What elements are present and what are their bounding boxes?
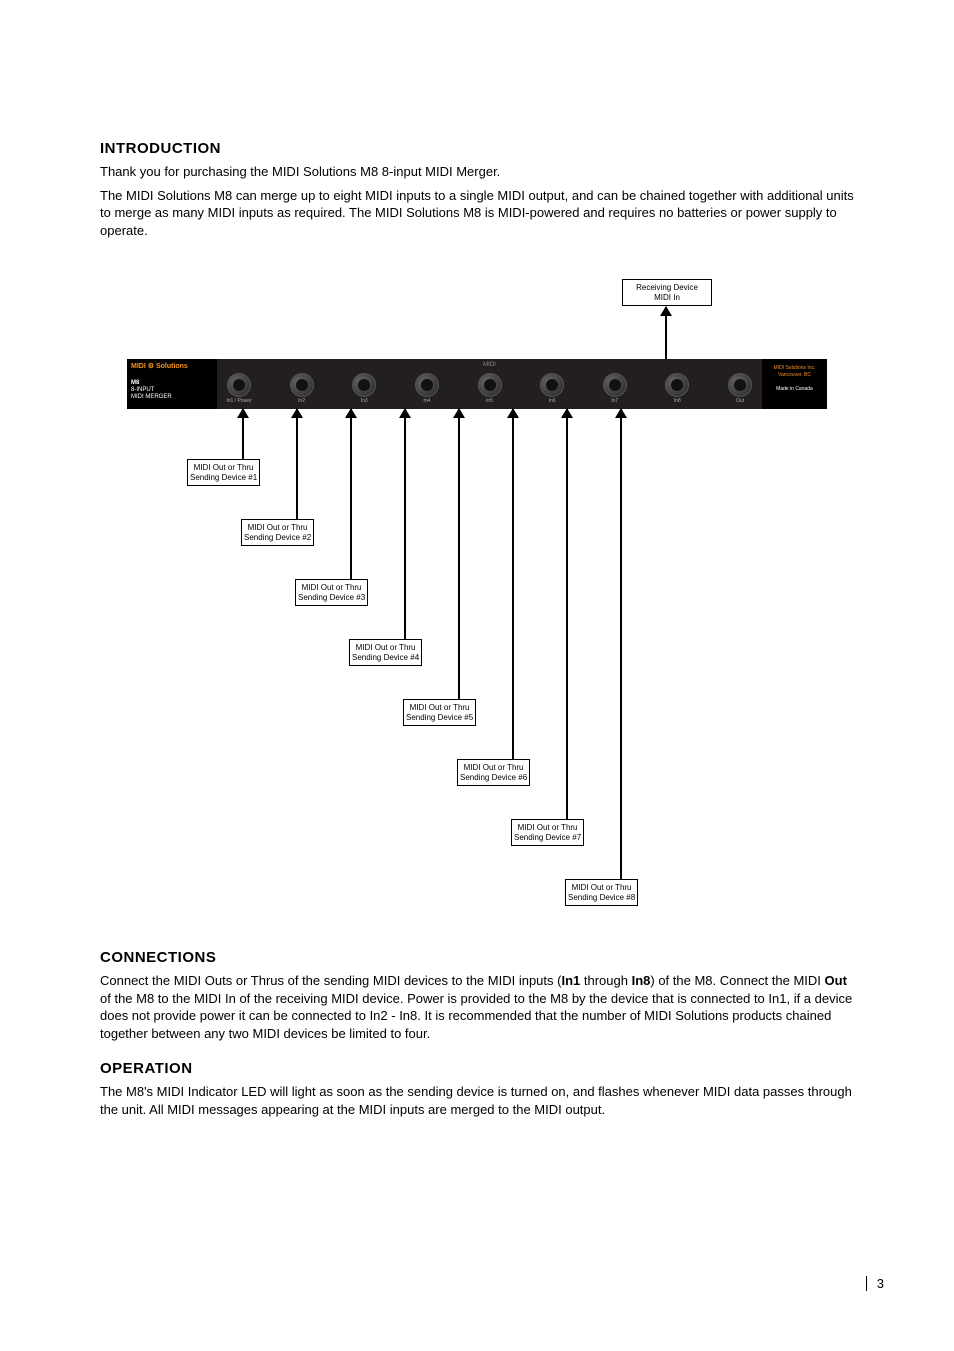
port-label: Out [726, 399, 754, 404]
port-label: In8 [663, 399, 691, 404]
send-l2: Sending Device #2 [244, 533, 311, 542]
port-label: In5 [476, 399, 504, 404]
send-l2: Sending Device #7 [514, 833, 581, 842]
port-jack-icon [728, 373, 752, 397]
midi-port-0: In1 / Power [225, 373, 253, 404]
send-l2: Sending Device #1 [190, 473, 257, 482]
port-jack-icon [227, 373, 251, 397]
port-jack-icon [290, 373, 314, 397]
rx-l1: Receiving Device [636, 283, 698, 292]
input-arrow-7 [566, 409, 568, 819]
port-label: In6 [538, 399, 566, 404]
conn-t2: through [580, 973, 631, 988]
model-l3: MIDI MERGER [131, 394, 213, 401]
input-arrow-3 [350, 409, 352, 579]
midi-section-label: MIDI [483, 362, 496, 368]
brand-label: MIDI ⚙ Solutions [131, 363, 213, 371]
introduction-heading: INTRODUCTION [100, 140, 854, 157]
send-l1: MIDI Out or Thru [248, 523, 308, 532]
output-arrow [665, 307, 667, 359]
input-arrow-4 [404, 409, 406, 639]
send-l1: MIDI Out or Thru [356, 643, 416, 652]
sending-device-box-5: MIDI Out or ThruSending Device #5 [403, 699, 476, 726]
input-arrow-8 [620, 409, 622, 879]
send-l1: MIDI Out or Thru [410, 703, 470, 712]
port-label: In1 / Power [225, 399, 253, 404]
send-l1: MIDI Out or Thru [302, 583, 362, 592]
rx-l2: MIDI In [654, 293, 680, 302]
input-arrow-1 [242, 409, 244, 459]
operation-p1: The M8's MIDI Indicator LED will light a… [100, 1083, 854, 1118]
m8-device: MIDI ⚙ Solutions M8 8-INPUT MIDI MERGER … [127, 359, 827, 409]
send-l1: MIDI Out or Thru [572, 883, 632, 892]
intro-p1: Thank you for purchasing the MIDI Soluti… [100, 163, 854, 181]
conn-t4: of the M8 to the MIDI In of the receivin… [100, 991, 852, 1041]
operation-heading: OPERATION [100, 1060, 854, 1077]
sending-device-box-8: MIDI Out or ThruSending Device #8 [565, 879, 638, 906]
input-arrow-5 [458, 409, 460, 699]
send-l2: Sending Device #6 [460, 773, 527, 782]
intro-p2: The MIDI Solutions M8 can merge up to ei… [100, 187, 854, 240]
midi-port-7: In8 [663, 373, 691, 404]
port-label: In4 [413, 399, 441, 404]
connection-diagram: Receiving Device MIDI In MIDI ⚙ Solution… [127, 279, 827, 919]
sending-device-box-7: MIDI Out or ThruSending Device #7 [511, 819, 584, 846]
connections-heading: CONNECTIONS [100, 949, 854, 966]
page-number: 3 [866, 1276, 884, 1291]
device-right-panel: MIDI Solutions Inc. Vancouver, BC Made i… [762, 359, 827, 409]
send-l1: MIDI Out or Thru [518, 823, 578, 832]
device-left-panel: MIDI ⚙ Solutions M8 8-INPUT MIDI MERGER [127, 359, 217, 409]
conn-in1: In1 [561, 973, 580, 988]
model-l1: M8 [131, 380, 213, 387]
conn-t3: ) of the M8. Connect the MIDI [650, 973, 824, 988]
sending-device-box-3: MIDI Out or ThruSending Device #3 [295, 579, 368, 606]
send-l1: MIDI Out or Thru [194, 463, 254, 472]
send-l2: Sending Device #3 [298, 593, 365, 602]
sending-device-box-6: MIDI Out or ThruSending Device #6 [457, 759, 530, 786]
send-l2: Sending Device #8 [568, 893, 635, 902]
input-arrow-6 [512, 409, 514, 759]
sending-device-box-4: MIDI Out or ThruSending Device #4 [349, 639, 422, 666]
mfr-l2: Vancouver, BC [765, 372, 824, 379]
midi-port-5: In6 [538, 373, 566, 404]
midi-port-6: In7 [601, 373, 629, 404]
midi-port-1: In2 [288, 373, 316, 404]
send-l1: MIDI Out or Thru [464, 763, 524, 772]
input-arrow-2 [296, 409, 298, 519]
model-l2: 8-INPUT [131, 387, 213, 394]
midi-port-3: In4 [413, 373, 441, 404]
mfr-l1: MIDI Solutions Inc. [765, 365, 824, 372]
port-jack-icon [603, 373, 627, 397]
conn-t1: Connect the MIDI Outs or Thrus of the se… [100, 973, 561, 988]
port-label: In7 [601, 399, 629, 404]
receiving-device-box: Receiving Device MIDI In [622, 279, 712, 306]
sending-device-box-2: MIDI Out or ThruSending Device #2 [241, 519, 314, 546]
midi-port-8: Out [726, 373, 754, 404]
mfr-l3: Made in Canada [765, 386, 824, 393]
device-port-panel: MIDI In1 / Power In2 In3 In4 In5 In6 In7 In8 Out [217, 359, 762, 409]
port-jack-icon [665, 373, 689, 397]
port-jack-icon [415, 373, 439, 397]
port-jack-icon [478, 373, 502, 397]
midi-port-2: In3 [350, 373, 378, 404]
port-jack-icon [352, 373, 376, 397]
port-jack-icon [540, 373, 564, 397]
connections-p1: Connect the MIDI Outs or Thrus of the se… [100, 972, 854, 1042]
midi-port-4: In5 [476, 373, 504, 404]
send-l2: Sending Device #5 [406, 713, 473, 722]
port-label: In2 [288, 399, 316, 404]
sending-device-box-1: MIDI Out or ThruSending Device #1 [187, 459, 260, 486]
port-label: In3 [350, 399, 378, 404]
conn-in8: In8 [632, 973, 651, 988]
send-l2: Sending Device #4 [352, 653, 419, 662]
conn-out: Out [825, 973, 847, 988]
